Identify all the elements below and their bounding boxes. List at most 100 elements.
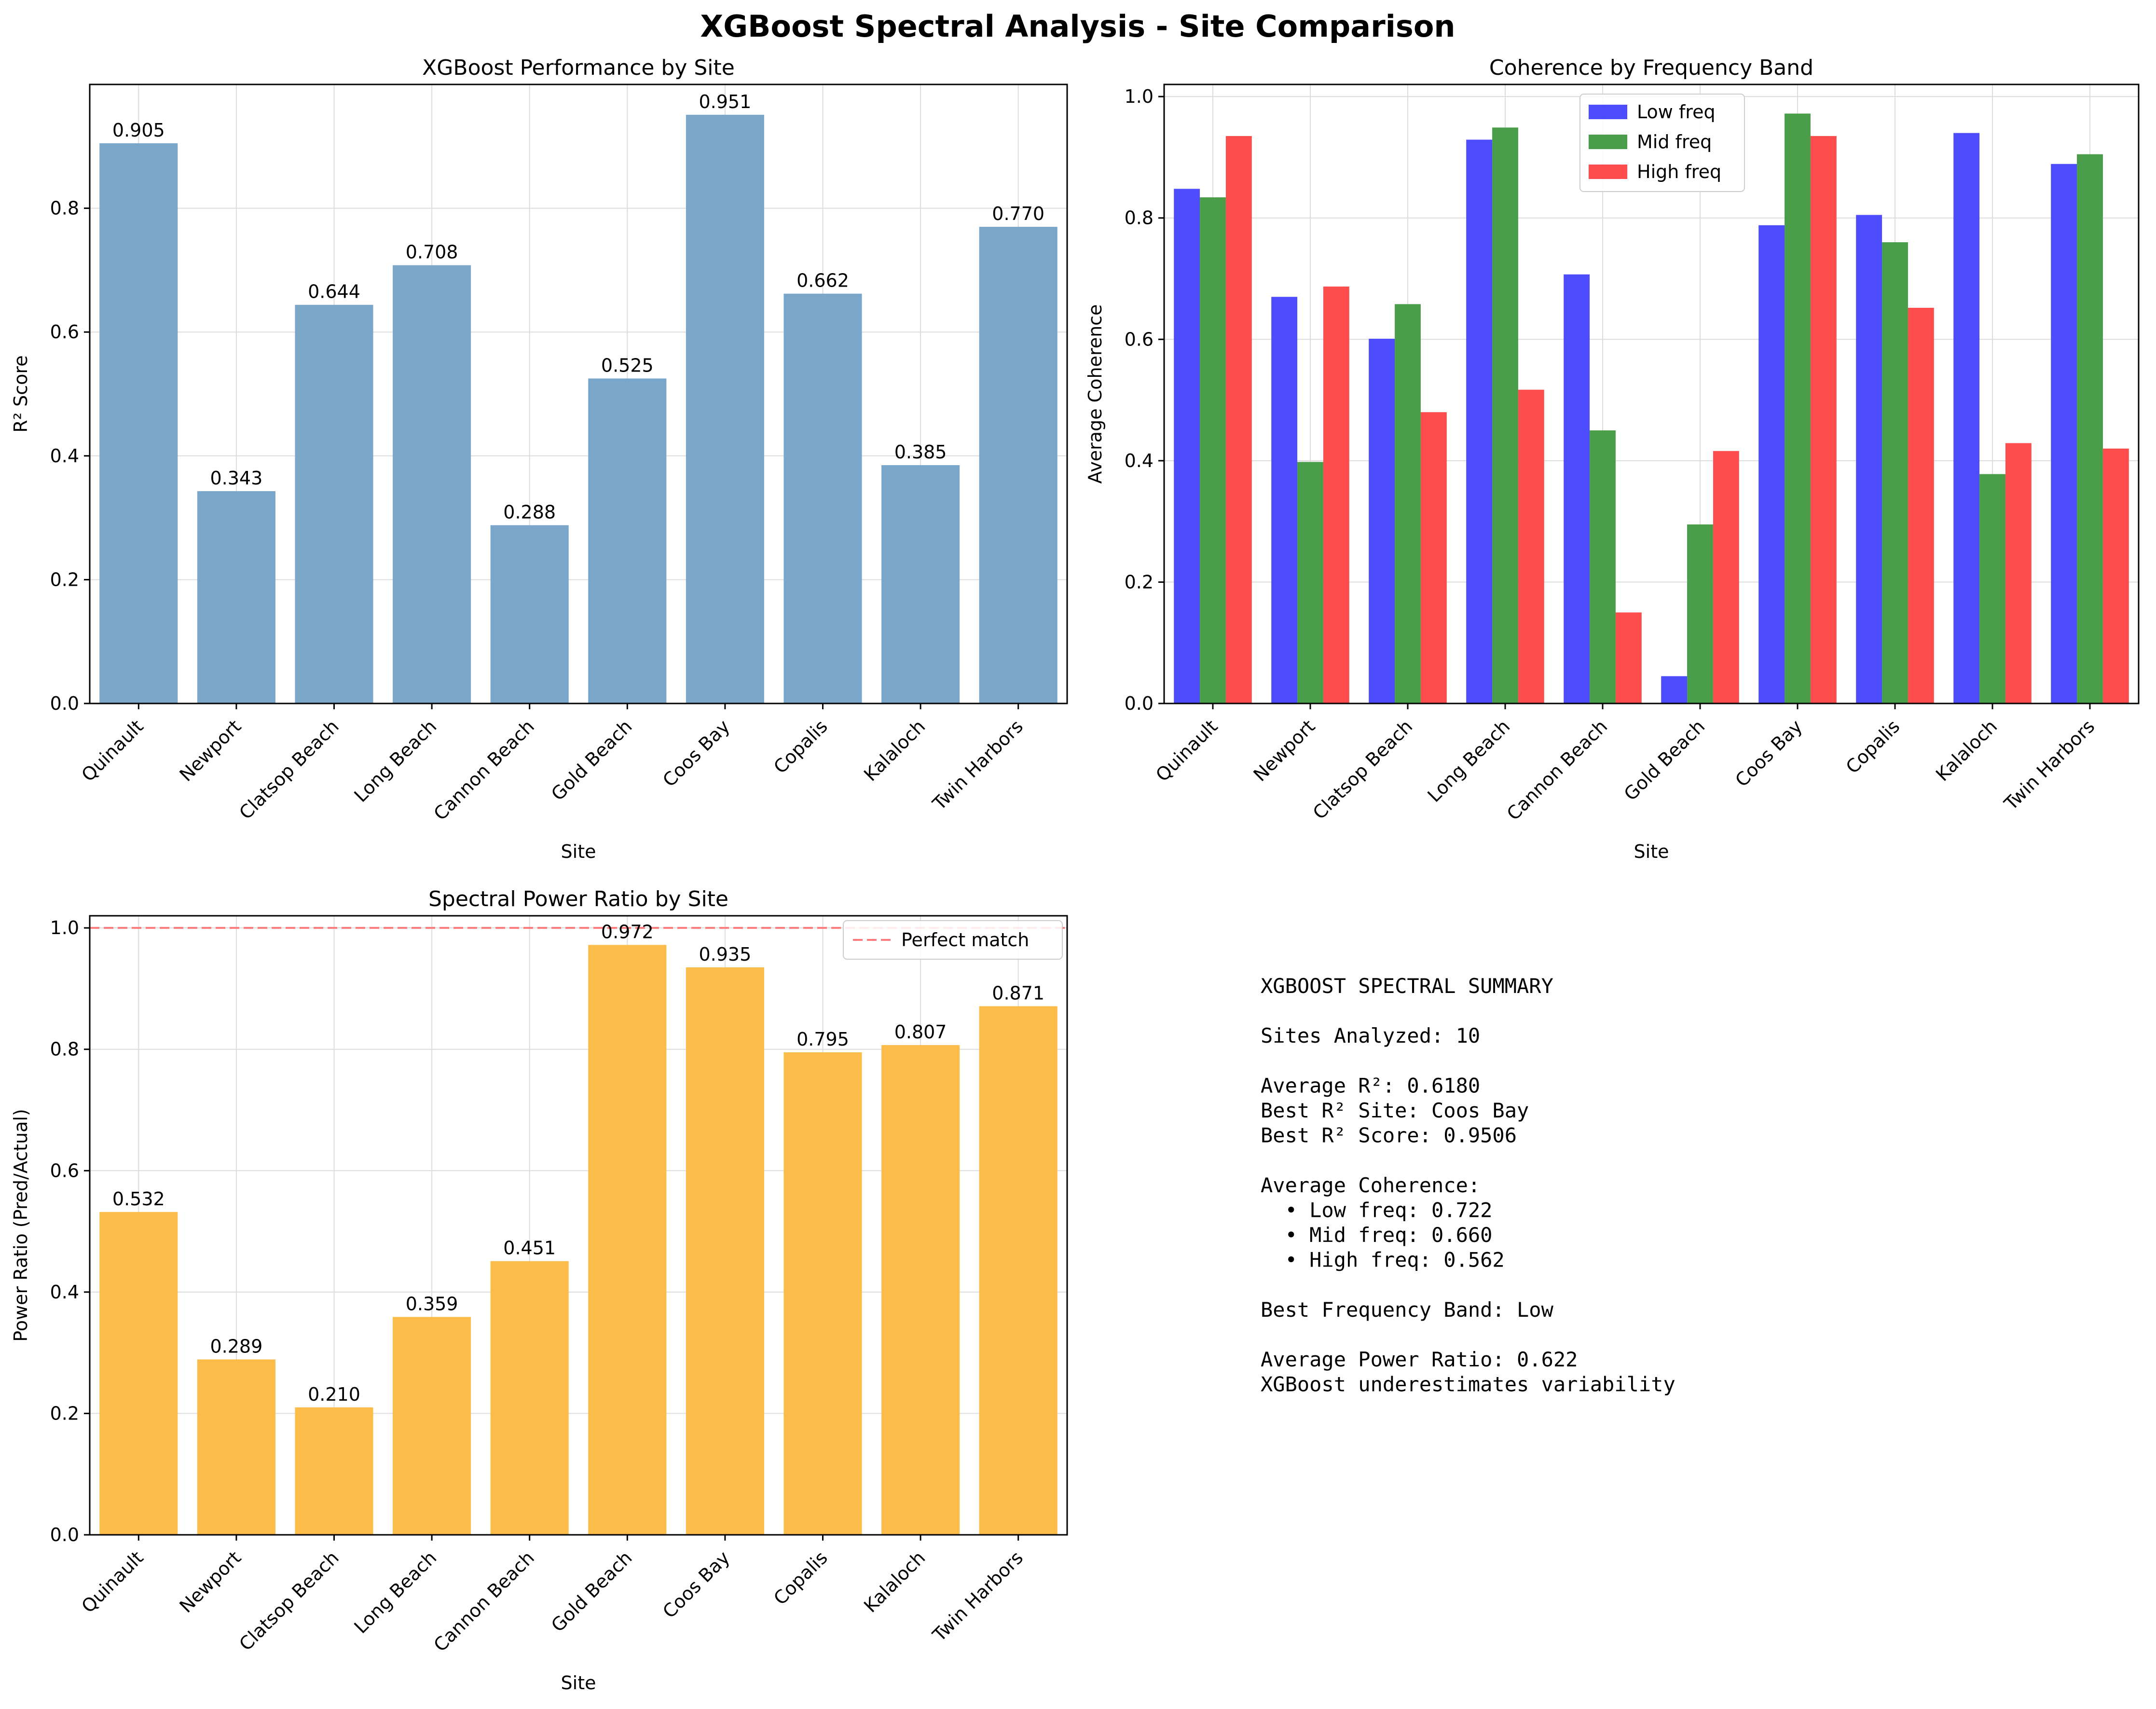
- bar: [979, 1006, 1057, 1535]
- bar: [881, 465, 960, 703]
- x-tick-label: Long Beach: [350, 716, 441, 806]
- x-tick-label: Gold Beach: [547, 716, 636, 805]
- chart-title: XGBoost Performance by Site: [422, 55, 735, 80]
- y-tick-label: 0.8: [50, 1039, 79, 1060]
- x-tick-label: Kalaloch: [860, 1547, 929, 1616]
- bar-mid-freq: [2077, 154, 2103, 703]
- bar: [197, 491, 275, 703]
- bar: [686, 114, 764, 704]
- plot-frame: [89, 83, 1068, 704]
- bar: [588, 378, 667, 703]
- x-tick-label: Long Beach: [350, 1547, 441, 1638]
- bar: [393, 265, 471, 703]
- bar-low-freq: [1174, 189, 1200, 704]
- data-label: 0.289: [210, 1336, 263, 1357]
- bar-low-freq: [1661, 676, 1688, 703]
- x-tick-label: Twin Harbors: [2000, 716, 2099, 814]
- x-tick-label: Copalis: [769, 716, 832, 778]
- y-tick-label: 0.6: [1125, 329, 1154, 350]
- y-tick-label: 0.8: [50, 198, 79, 219]
- coherence-chart: 0.0 0.2 0.4 0.6 0.8 1.0 Quinault NewportClatsop…: [1085, 55, 2140, 862]
- legend-label: Perfect match: [901, 929, 1029, 951]
- x-tick-label: Twin Harbors: [928, 1547, 1027, 1646]
- bar: [783, 293, 862, 703]
- legend-swatch: [1589, 165, 1627, 179]
- figure-title: XGBoost Spectral Analysis - Site Compari…: [700, 9, 1455, 44]
- data-label: 0.972: [601, 921, 654, 942]
- legend-label: Low freq: [1637, 101, 1716, 123]
- y-tick-label: 0.0: [50, 693, 79, 714]
- summary-line: Best R² Score: 0.9506: [1261, 1124, 1517, 1147]
- bar-low-freq: [1466, 139, 1493, 703]
- data-label: 0.451: [503, 1238, 556, 1259]
- y-axis-label: R² Score: [10, 355, 31, 432]
- summary-line: Best Frequency Band: Low: [1261, 1298, 1554, 1322]
- data-label: 0.385: [894, 441, 947, 463]
- summary-panel: XGBOOST SPECTRAL SUMMARY Sites Analyzed: …: [1261, 974, 1675, 1396]
- x-tick-label: Clatsop Beach: [1309, 716, 1417, 824]
- x-tick-label: Gold Beach: [1620, 716, 1709, 805]
- y-tick-label: 1.0: [50, 917, 79, 938]
- bar: [881, 1045, 960, 1535]
- bar: [783, 1052, 862, 1535]
- bar-mid-freq: [1395, 304, 1421, 703]
- y-tick-label: 0.2: [50, 569, 79, 590]
- x-tick-label: Clatsop Beach: [235, 716, 343, 824]
- x-tick-label: Coos Bay: [659, 716, 734, 791]
- data-label: 0.935: [699, 944, 752, 965]
- bar-low-freq: [1758, 225, 1785, 704]
- data-label: 0.288: [503, 501, 556, 523]
- r2-chart: 0.905 0.343 0.644 0.708 0.288 0.525 0.951 0.662…: [10, 55, 1068, 862]
- chart-title: Spectral Power Ratio by Site: [428, 887, 728, 911]
- x-tick-label: Copalis: [769, 1547, 832, 1609]
- bar-high-freq: [1810, 136, 1837, 704]
- legend-swatch: [1589, 135, 1627, 149]
- bar-mid-freq: [1297, 462, 1323, 703]
- data-label: 0.770: [992, 203, 1044, 224]
- bar-high-freq: [2102, 448, 2129, 703]
- data-label: 0.807: [894, 1021, 947, 1043]
- x-tick-label: Long Beach: [1423, 716, 1514, 806]
- y-tick-label: 1.0: [1125, 86, 1154, 107]
- plot-frame: [1163, 83, 2140, 704]
- bar-mid-freq: [1979, 474, 2005, 703]
- y-tick-label: 0.8: [1125, 207, 1154, 229]
- y-tick-label: 0.4: [50, 445, 79, 467]
- bar-mid-freq: [1492, 127, 1518, 703]
- bar: [295, 304, 373, 703]
- data-label: 0.532: [112, 1188, 165, 1210]
- x-tick-label: Newport: [175, 716, 245, 786]
- bar-low-freq: [1856, 215, 1882, 703]
- x-tick-label: Cannon Beach: [429, 1547, 538, 1656]
- bar-high-freq: [1713, 451, 1739, 703]
- bar-low-freq: [1564, 274, 1590, 703]
- x-tick-label: Kalaloch: [1932, 716, 2001, 785]
- bar: [295, 1407, 373, 1535]
- x-tick-label: Quinault: [77, 1547, 147, 1617]
- bar-high-freq: [1518, 389, 1544, 703]
- bar-mid-freq: [1590, 430, 1616, 703]
- y-tick-label: 0.6: [50, 321, 79, 343]
- chart-title: Coherence by Frequency Band: [1489, 55, 1813, 80]
- bar-low-freq: [1271, 297, 1298, 703]
- bar: [979, 227, 1057, 704]
- summary-line: • Mid freq: 0.660: [1261, 1223, 1492, 1247]
- data-label: 0.210: [308, 1384, 360, 1405]
- legend-label: High freq: [1637, 161, 1721, 182]
- y-tick-label: 0.0: [1125, 693, 1154, 714]
- bar: [490, 1261, 569, 1535]
- legend-box: [843, 920, 1063, 960]
- x-tick-label: Quinault: [77, 716, 147, 786]
- summary-line: XGBoost underestimates variability: [1261, 1373, 1675, 1396]
- x-tick-label: Copalis: [1842, 716, 1904, 778]
- bar-mid-freq: [1882, 242, 1908, 704]
- bar-high-freq: [2005, 443, 2032, 703]
- data-label: 0.662: [796, 270, 849, 291]
- bar-high-freq: [1225, 136, 1252, 704]
- summary-line: XGBOOST SPECTRAL SUMMARY: [1261, 974, 1553, 998]
- bar-high-freq: [1908, 307, 1934, 703]
- bar: [99, 1212, 178, 1535]
- data-label: 0.795: [796, 1029, 849, 1050]
- x-axis-label: Site: [561, 1672, 596, 1694]
